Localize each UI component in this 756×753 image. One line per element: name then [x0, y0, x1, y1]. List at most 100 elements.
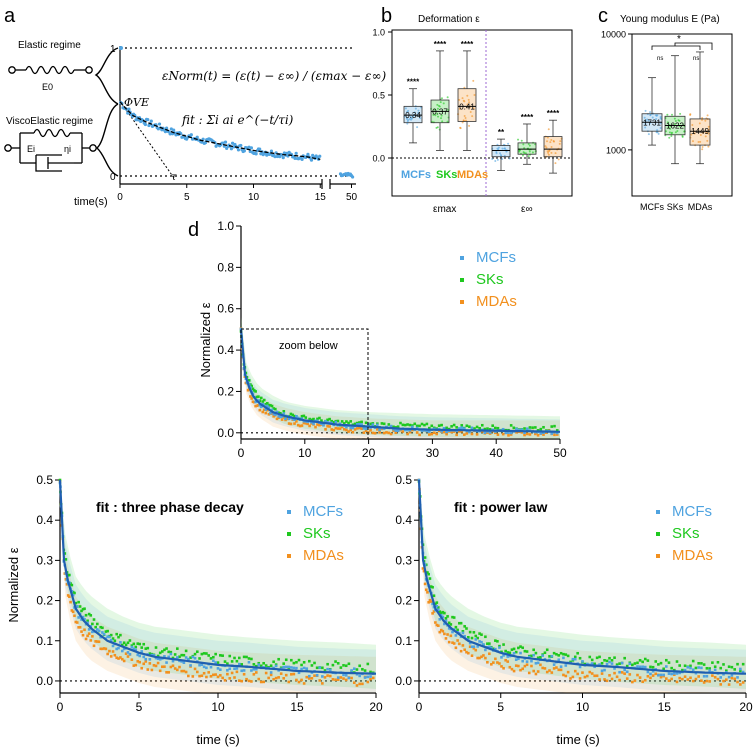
data-point [447, 621, 451, 625]
data-point [428, 598, 432, 602]
data-point [543, 651, 547, 655]
data-point [111, 650, 115, 653]
data-point [326, 424, 329, 428]
data-point [458, 98, 461, 101]
data-point [464, 117, 467, 120]
data-point [701, 146, 704, 149]
data-point [544, 145, 547, 148]
data-point [169, 665, 173, 669]
data-point [182, 661, 186, 664]
data-point [708, 667, 711, 670]
data-point [463, 114, 466, 117]
data-point [358, 682, 361, 686]
legend-mcfs: MCFs [401, 169, 431, 181]
data-point [593, 662, 596, 666]
data-point [233, 667, 236, 671]
data-point [689, 666, 692, 670]
data-point [396, 425, 400, 428]
data-point [77, 626, 80, 629]
data-point [106, 635, 109, 638]
data-point [92, 618, 96, 621]
data-point [252, 663, 256, 666]
data-point [247, 660, 251, 664]
data-point [643, 116, 646, 119]
x-tick-label: 10 [576, 700, 590, 714]
data-point [254, 664, 258, 668]
data-point [275, 410, 279, 414]
data-point [555, 666, 558, 669]
data-point [429, 585, 433, 588]
data-point [449, 623, 453, 626]
data-point [214, 652, 217, 656]
data-point [279, 415, 282, 419]
data-point [618, 678, 621, 682]
data-point [415, 424, 419, 428]
data-point [498, 662, 501, 665]
median-label: 0.41 [459, 102, 475, 111]
data-point [326, 662, 329, 666]
data-point [163, 648, 166, 652]
data-point [171, 659, 175, 663]
legend-marker [287, 510, 291, 514]
data-point [667, 672, 671, 675]
data-point [212, 673, 215, 677]
tau-label: τ [171, 172, 177, 183]
data-point [358, 421, 361, 424]
data-point [678, 671, 681, 675]
data-point [216, 675, 220, 679]
y-tick-label: 0.3 [395, 553, 412, 567]
data-point [351, 426, 355, 430]
data-point [569, 677, 572, 680]
data-point [504, 658, 507, 662]
data-point [534, 651, 538, 655]
data-point [308, 674, 311, 678]
data-point [142, 655, 146, 659]
data-point [681, 134, 684, 137]
data-point [447, 640, 451, 644]
data-point [349, 428, 353, 432]
data-point [542, 431, 545, 434]
box-plots: 0.34****0.37****0.41********** **** [403, 40, 563, 174]
legend: MCFs SKs MDAs [287, 503, 344, 564]
data-point [454, 625, 458, 629]
data-point [269, 404, 272, 407]
data-point [373, 431, 377, 435]
data-point [665, 665, 668, 668]
data-point [539, 663, 542, 667]
data-point [259, 680, 263, 684]
data-point [405, 117, 408, 120]
data-point [328, 425, 331, 428]
data-point [282, 676, 286, 680]
data-point [480, 655, 483, 659]
data-point [269, 411, 272, 415]
data-point [308, 677, 311, 680]
data-point [157, 122, 162, 126]
data-point [130, 644, 134, 647]
data-point [600, 672, 604, 675]
data-point [342, 677, 345, 680]
data-point [651, 669, 655, 673]
data-point [140, 646, 144, 649]
data-point [293, 414, 296, 418]
data-point [576, 672, 579, 676]
data-point [172, 128, 176, 132]
data-point [300, 157, 304, 161]
data-point [691, 659, 695, 663]
data-point [690, 133, 693, 136]
data-point [559, 651, 563, 655]
data-point [456, 639, 459, 642]
data-point [87, 628, 91, 631]
data-point [463, 625, 466, 628]
data-point [84, 637, 88, 641]
data-point [191, 655, 195, 659]
legend-marker [656, 554, 660, 558]
data-point [670, 135, 673, 138]
data-point [548, 149, 551, 152]
data-point [476, 636, 479, 640]
data-point [707, 125, 710, 128]
confidence-band [241, 317, 560, 439]
data-point [608, 674, 611, 677]
data-point [536, 661, 540, 665]
data-point [104, 630, 108, 633]
data-point [119, 656, 122, 659]
